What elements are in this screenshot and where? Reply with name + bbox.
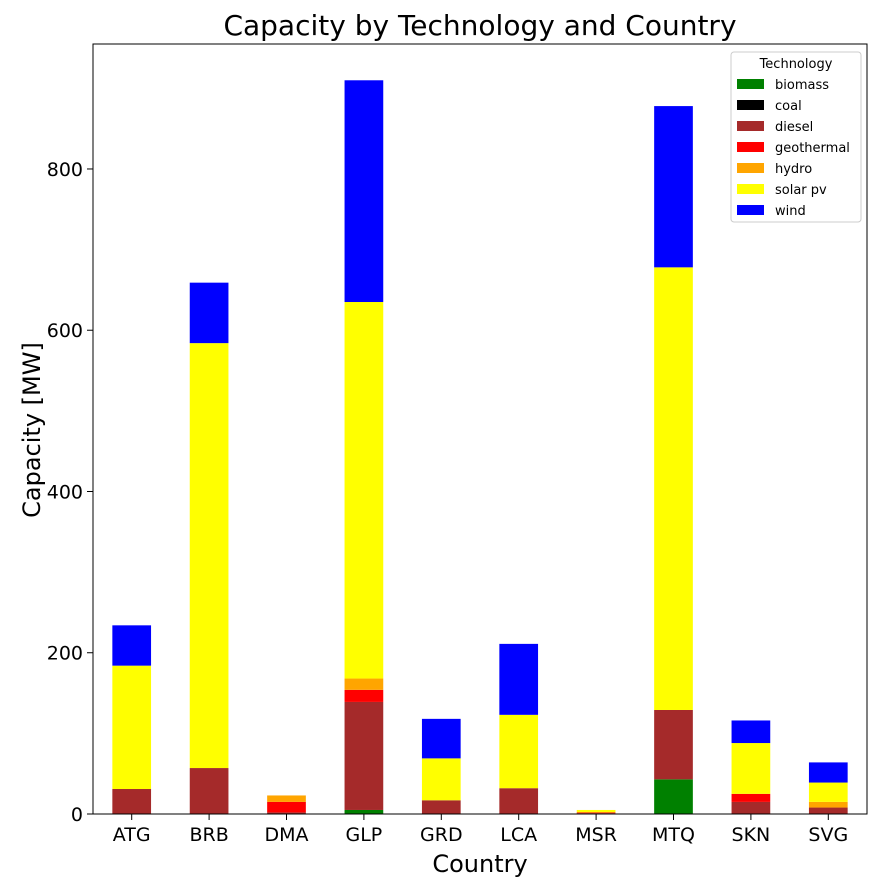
y-tick-label: 400 (47, 481, 83, 503)
bar-MTQ-diesel (654, 709, 693, 780)
x-tick-label-SKN: SKN (732, 824, 771, 846)
bar-MSR-geothermal (576, 812, 616, 814)
y-axis: 0 200 400 600 800 (47, 159, 93, 826)
bar-ATG-solar-pv (112, 665, 152, 790)
bar-BRB-diesel (189, 768, 229, 814)
bar-MTQ-solar-pv (654, 267, 693, 710)
x-tick-label-GRD: GRD (420, 824, 463, 846)
legend-swatch-coal (737, 100, 764, 110)
x-axis: ATG BRB DMA GLP GRD LCA MSR MTQ SKN SVG (113, 814, 848, 846)
y-tick-label: 0 (71, 804, 83, 826)
legend-label-solar-pv: solar pv (775, 183, 827, 198)
legend-items: biomass coal diesel geothermal hydro solar pv… (737, 78, 850, 219)
bar-ATG-wind (112, 625, 152, 666)
x-tick-label-BRB: BRB (189, 824, 228, 846)
legend: Technology biomass coal diesel geothermal hy… (730, 51, 862, 223)
bar-SVG-diesel (808, 807, 848, 814)
x-axis-label: Country (432, 850, 527, 878)
legend-box (730, 51, 862, 223)
bar-DMA-diesel (267, 812, 306, 814)
legend-label-hydro: hydro (775, 162, 812, 177)
y-axis-label: Capacity [MW] (18, 342, 46, 518)
legend-label-diesel: diesel (775, 120, 813, 135)
bar-SVG-hydro (808, 801, 848, 808)
bar-LCA-solar-pv (499, 714, 539, 789)
bar-SVG-wind (808, 762, 848, 783)
legend-swatch-diesel (737, 121, 764, 131)
bar-DMA-geothermal (267, 801, 306, 813)
legend-label-wind: wind (775, 204, 806, 219)
legend-swatch-biomass (737, 79, 764, 89)
bar-LCA-wind (499, 643, 539, 715)
bar-GLP-solar-pv (344, 302, 384, 679)
bar-SKN-solar-pv (731, 743, 771, 794)
bar-GRD-solar-pv (421, 758, 461, 801)
plot-frame (92, 43, 868, 815)
bar-GRD-wind (421, 718, 461, 759)
bar-SKN-diesel (731, 801, 771, 814)
bar-BRB-wind (189, 282, 229, 344)
x-tick-label-DMA: DMA (264, 824, 308, 846)
legend-swatch-wind (737, 205, 764, 215)
bar-SKN-geothermal (731, 793, 771, 802)
x-tick-label-MSR: MSR (575, 824, 617, 846)
legend-label-geothermal: geothermal (775, 141, 850, 156)
bar-LCA-diesel (499, 788, 539, 814)
bar-DMA-hydro (267, 795, 306, 802)
bar-GLP-wind (344, 80, 384, 303)
x-tick-label-ATG: ATG (113, 824, 151, 846)
bar-MTQ-biomass (654, 779, 693, 814)
x-tick-label-SVG: SVG (808, 824, 848, 846)
bar-ATG-diesel (112, 789, 152, 814)
bar-GRD-diesel (421, 800, 461, 814)
legend-title: Technology (759, 57, 833, 72)
y-tick-label: 200 (47, 643, 83, 665)
y-tick-label: 800 (47, 159, 83, 181)
bar-GLP-geothermal (344, 689, 384, 702)
x-tick-label-LCA: LCA (500, 824, 537, 846)
bar-MTQ-wind (654, 106, 693, 268)
x-tick-label-GLP: GLP (346, 824, 383, 846)
legend-swatch-hydro (737, 163, 764, 173)
bar-MSR-solar-pv (576, 809, 616, 813)
legend-label-biomass: biomass (775, 78, 829, 93)
bar-GLP-diesel (344, 701, 384, 810)
bar-SVG-solar-pv (808, 782, 848, 802)
bar-GLP-biomass (344, 809, 384, 814)
bar-BRB-solar-pv (189, 343, 229, 769)
y-tick-label: 600 (47, 320, 83, 342)
legend-swatch-solar-pv (737, 184, 764, 194)
x-tick-label-MTQ: MTQ (652, 824, 695, 846)
bar-SKN-wind (731, 720, 771, 744)
bars-group (112, 80, 848, 814)
bar-GLP-hydro (344, 678, 384, 690)
legend-label-coal: coal (775, 99, 802, 114)
chart-title: Capacity by Technology and Country (223, 9, 736, 42)
legend-swatch-geothermal (737, 142, 764, 152)
